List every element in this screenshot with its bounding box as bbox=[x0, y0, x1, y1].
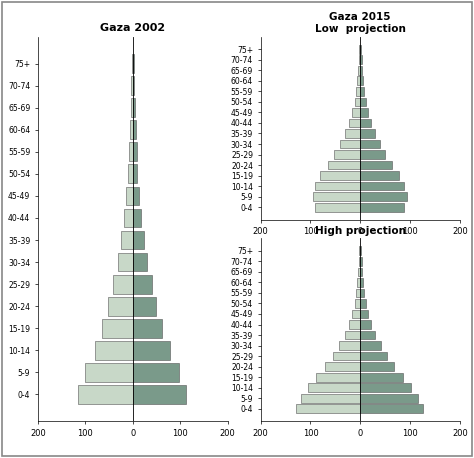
Bar bbox=[78, 385, 133, 404]
Bar bbox=[126, 186, 133, 205]
Bar bbox=[360, 310, 368, 318]
Bar bbox=[356, 87, 360, 96]
Bar bbox=[360, 108, 368, 117]
Bar bbox=[133, 253, 147, 272]
Bar bbox=[133, 297, 156, 316]
Bar bbox=[333, 352, 360, 360]
Bar bbox=[360, 140, 380, 148]
Bar bbox=[352, 108, 360, 117]
Bar bbox=[130, 120, 133, 139]
Bar bbox=[301, 393, 360, 403]
Bar bbox=[133, 208, 141, 227]
Bar bbox=[133, 341, 170, 360]
Bar bbox=[360, 289, 364, 297]
Bar bbox=[355, 98, 360, 106]
Bar bbox=[359, 55, 360, 65]
Bar bbox=[325, 362, 360, 371]
Bar bbox=[334, 150, 360, 159]
Bar bbox=[124, 208, 133, 227]
Bar bbox=[328, 161, 360, 169]
Bar bbox=[360, 171, 399, 180]
Bar bbox=[360, 161, 392, 169]
Bar bbox=[133, 319, 162, 338]
Bar bbox=[313, 192, 360, 201]
Bar bbox=[121, 231, 133, 250]
Bar bbox=[102, 319, 133, 338]
Bar bbox=[360, 129, 374, 138]
Bar bbox=[133, 142, 137, 161]
Bar bbox=[360, 404, 423, 413]
Bar bbox=[308, 383, 360, 392]
Bar bbox=[129, 142, 133, 161]
Title: High projection: High projection bbox=[315, 226, 406, 236]
Bar bbox=[360, 246, 361, 256]
Bar bbox=[360, 181, 404, 191]
Bar bbox=[360, 66, 362, 75]
Bar bbox=[108, 297, 133, 316]
Bar bbox=[360, 45, 361, 54]
Bar bbox=[360, 98, 366, 106]
Bar bbox=[133, 363, 179, 382]
Bar bbox=[360, 299, 366, 308]
Bar bbox=[133, 231, 144, 250]
Bar bbox=[359, 45, 360, 54]
Bar bbox=[317, 372, 360, 382]
Bar bbox=[357, 278, 360, 287]
Bar bbox=[359, 246, 360, 256]
Bar bbox=[360, 278, 363, 287]
Bar bbox=[349, 119, 360, 127]
Bar bbox=[133, 186, 139, 205]
Bar bbox=[360, 150, 385, 159]
Bar bbox=[128, 164, 133, 183]
Bar bbox=[131, 98, 133, 117]
Bar bbox=[360, 192, 407, 201]
Bar bbox=[133, 54, 134, 73]
Bar bbox=[131, 76, 133, 95]
Bar bbox=[360, 202, 404, 212]
Bar bbox=[296, 404, 360, 413]
Bar bbox=[360, 362, 394, 371]
Bar bbox=[360, 267, 362, 277]
Bar bbox=[355, 299, 360, 308]
Bar bbox=[352, 310, 360, 318]
Bar bbox=[360, 341, 381, 350]
Bar bbox=[340, 140, 360, 148]
Bar bbox=[358, 267, 360, 277]
Bar bbox=[316, 181, 360, 191]
Title: Gaza 2015
Low  projection: Gaza 2015 Low projection bbox=[315, 12, 406, 34]
Bar bbox=[349, 320, 360, 329]
Bar bbox=[360, 257, 362, 266]
Bar bbox=[95, 341, 133, 360]
Bar bbox=[360, 320, 371, 329]
Bar bbox=[360, 87, 364, 96]
Bar bbox=[339, 341, 360, 350]
Bar bbox=[113, 275, 133, 294]
Bar bbox=[133, 385, 186, 404]
Bar bbox=[133, 98, 135, 117]
Bar bbox=[360, 383, 411, 392]
Bar bbox=[320, 171, 360, 180]
Bar bbox=[345, 331, 360, 339]
Bar bbox=[360, 55, 362, 65]
Bar bbox=[360, 393, 419, 403]
Bar bbox=[85, 363, 133, 382]
Bar bbox=[132, 54, 133, 73]
Bar bbox=[358, 66, 360, 75]
Bar bbox=[360, 331, 374, 339]
Bar bbox=[360, 119, 371, 127]
Title: Gaza 2002: Gaza 2002 bbox=[100, 23, 165, 33]
Bar bbox=[356, 289, 360, 297]
Bar bbox=[316, 202, 360, 212]
Bar bbox=[357, 76, 360, 86]
Bar bbox=[133, 275, 152, 294]
Bar bbox=[133, 120, 136, 139]
Bar bbox=[133, 164, 137, 183]
Bar bbox=[133, 76, 134, 95]
Bar bbox=[359, 257, 360, 266]
Bar bbox=[118, 253, 133, 272]
Bar bbox=[345, 129, 360, 138]
Bar bbox=[360, 76, 363, 86]
Bar bbox=[360, 372, 402, 382]
Bar bbox=[360, 352, 387, 360]
